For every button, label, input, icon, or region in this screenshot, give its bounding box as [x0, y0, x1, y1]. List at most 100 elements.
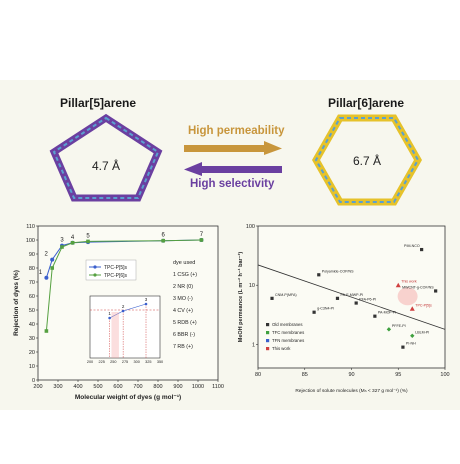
legend-label: This work — [272, 346, 291, 351]
legend-label: TPC-P[5]s — [104, 265, 128, 271]
legend-label: TFN membranes — [272, 338, 304, 343]
data-point — [312, 310, 316, 314]
x-tick-label: 300 — [53, 384, 62, 390]
data-point — [410, 333, 415, 338]
pentagon-molecule: 4.7 Å — [49, 113, 163, 202]
data-point — [270, 296, 274, 300]
point-label: 4 — [71, 235, 75, 241]
series-point — [50, 266, 54, 270]
dye-entry: 2 NR (0) — [173, 284, 193, 290]
rejection-chart: 0 10 20 30 40 50 60 70 80 90 100 110 200 300 400 500 600… — [13, 224, 224, 401]
series-point — [60, 245, 64, 249]
point-label: 2 — [45, 252, 49, 258]
data-point — [434, 289, 438, 293]
y-tick-label: 70 — [29, 280, 35, 286]
dye-entry: 6 BBR (-) — [173, 332, 195, 338]
point-label: CNM-P(MFA) — [275, 293, 297, 297]
series-point — [161, 238, 165, 243]
x-tick-label: 1100 — [212, 384, 224, 390]
x-tick-label: 600 — [113, 384, 122, 390]
inset-highlight — [111, 312, 119, 358]
y-tick-label: 30 — [29, 336, 35, 342]
x-tick-label: 700 — [133, 384, 142, 390]
inset-point-label: 3 — [145, 297, 148, 302]
y-tick-label: 50 — [29, 308, 35, 314]
series-point — [199, 238, 204, 242]
inset-tick-label: 225 — [98, 360, 104, 364]
legend-marker — [266, 331, 270, 335]
inset-tick-label: 250 — [110, 360, 116, 364]
legend-label: Old membranes — [272, 322, 303, 327]
point-label: PIM-NCO — [404, 244, 420, 248]
left-arrow-icon — [184, 162, 282, 176]
y-axis-label: Rejection of dyes (%) — [13, 270, 20, 336]
hexagon-molecule: 6.7 Å — [312, 114, 422, 206]
point-label: MWCNT-g-COF/NS — [402, 285, 434, 289]
right-arrow-icon — [184, 141, 282, 155]
inset-tick-label: 325 — [145, 360, 151, 364]
chart-legend: Old membranes TFC membranes TFN membranes T… — [266, 322, 304, 351]
y-tick-label: 10 — [29, 364, 35, 370]
inset-point-label: 2 — [122, 304, 125, 309]
point-label: PI-NH — [406, 342, 416, 346]
series-point — [70, 241, 75, 245]
x-tick-label: 95 — [395, 372, 401, 378]
high-permeability-label: High permeability — [188, 125, 285, 137]
x-tick-label: 1000 — [192, 384, 204, 390]
y-tick-label: 100 — [246, 224, 255, 230]
x-axis-label: Molecular weight of dyes (g mol⁻¹) — [75, 394, 181, 401]
series-point — [44, 275, 49, 280]
y-tick-label: 0 — [32, 378, 35, 384]
point-label: PFFE-PI — [392, 324, 406, 328]
legend-label: TPC-P[6]s — [104, 273, 128, 279]
series-point — [86, 239, 90, 244]
inset-point — [108, 316, 111, 320]
point-label: PA-MOF-PI — [378, 311, 396, 315]
data-point — [401, 345, 405, 349]
x-tick-label: 100 — [440, 372, 449, 378]
x-tick-label: 900 — [173, 384, 182, 390]
hexagon-size-label: 6.7 Å — [353, 153, 381, 168]
pillar6-title: Pillar[6]arene — [328, 96, 405, 110]
high-selectivity-label: High selectivity — [190, 178, 275, 190]
data-point — [373, 314, 377, 318]
x-tick-label: 80 — [255, 372, 261, 378]
dye-entry: 1 CSG (+) — [173, 272, 197, 278]
point-label: 5 — [86, 233, 90, 239]
dye-entry: 5 RDB (+) — [173, 320, 197, 326]
x-tick-label: 90 — [348, 372, 354, 378]
x-tick-label: 500 — [93, 384, 102, 390]
legend-marker — [93, 265, 97, 269]
x-tick-label: 200 — [33, 384, 42, 390]
x-axis-label: Rejection of solute molecules (Mₙ < 327 … — [295, 388, 408, 394]
inset-tick-label: 200 — [87, 360, 93, 364]
dye-entry: 4 CV (+) — [173, 308, 193, 314]
data-point — [409, 306, 415, 311]
inset-tick-label: 275 — [122, 360, 128, 364]
data-point — [317, 273, 321, 277]
this-work-highlight — [397, 287, 418, 306]
inset-tick-label: 300 — [133, 360, 139, 364]
legend-marker — [266, 339, 270, 343]
x-tick-label: 400 — [73, 384, 82, 390]
point-label: 6 — [162, 233, 166, 239]
series-point — [44, 329, 49, 333]
point-label: PA-E-MWP-PI — [340, 293, 363, 297]
point-label: TPC-P[5]s — [415, 303, 432, 307]
point-label: 1 — [39, 270, 43, 276]
point-label: This work — [401, 280, 417, 284]
y-tick-label: 60 — [29, 294, 35, 300]
pillar5-title: Pillar[5]arene — [60, 96, 137, 110]
dye-entry: 7 RB (+) — [173, 344, 193, 350]
legend-marker — [93, 273, 97, 277]
y-tick-label: 10 — [249, 283, 255, 289]
data-point — [395, 282, 401, 288]
point-label: g-C3N4-PI — [317, 307, 334, 311]
y-tick-label: 80 — [29, 266, 35, 272]
point-label: Polyamide-COP/NS — [322, 269, 354, 273]
y-tick-label: 90 — [29, 252, 35, 258]
legend-marker — [266, 347, 270, 351]
inset-point-label: 1 — [108, 311, 111, 316]
data-point — [420, 247, 424, 252]
y-tick-label: 110 — [26, 224, 35, 230]
